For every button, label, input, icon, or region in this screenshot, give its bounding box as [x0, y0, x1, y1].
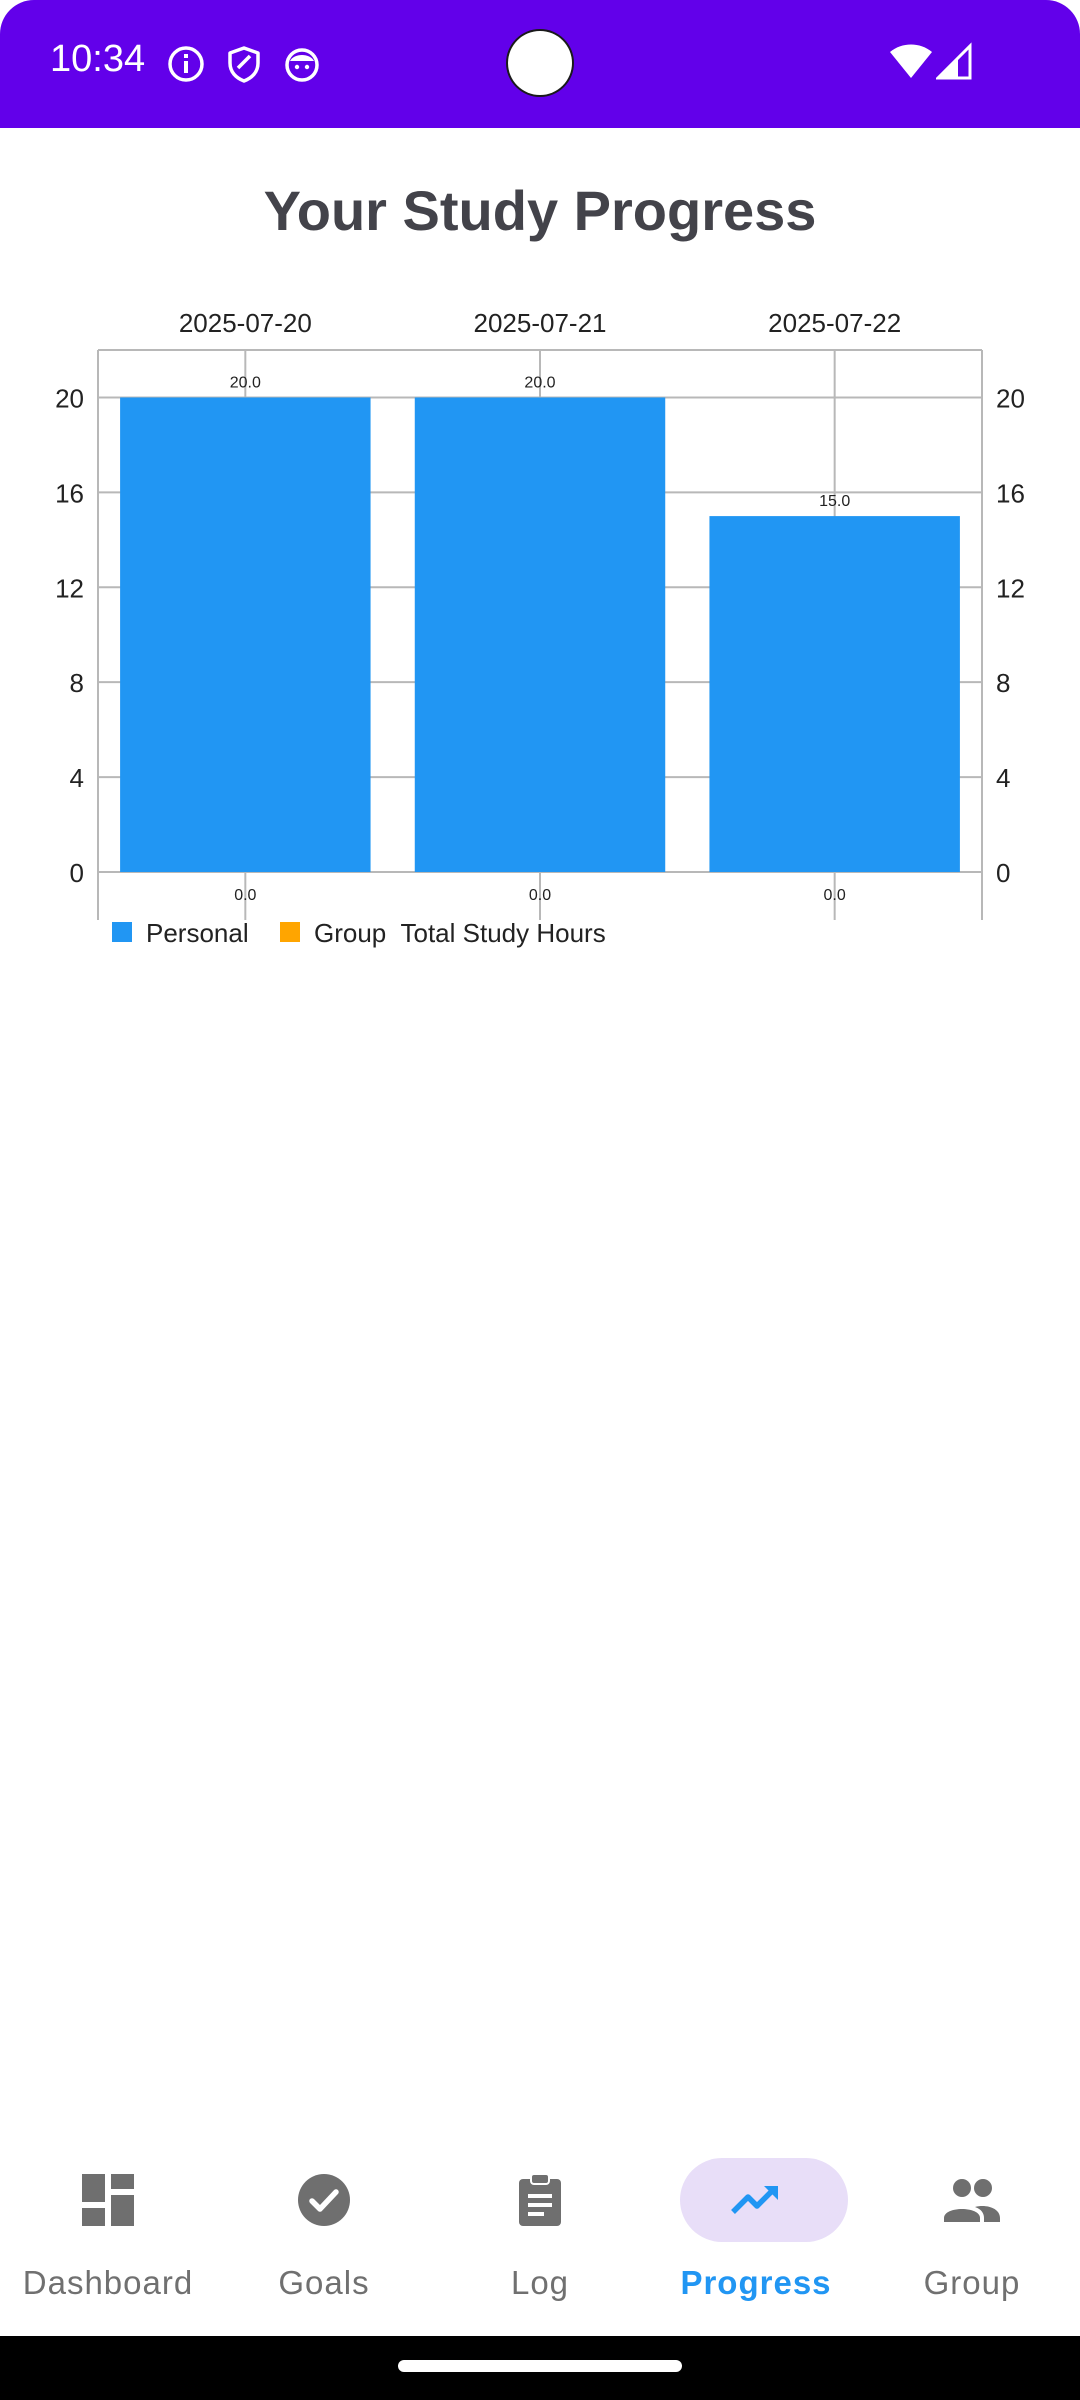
y-tick-label-right: 8 [996, 668, 1010, 698]
camera-cutout [508, 31, 572, 95]
x-tick-label: 2025-07-22 [768, 308, 901, 338]
data-label-bottom: 0.0 [529, 887, 551, 904]
bar-personal-0 [120, 397, 371, 872]
gesture-navigation-area [0, 2336, 1080, 2400]
dashboard-icon [82, 2174, 134, 2226]
bar-personal-1 [414, 397, 666, 872]
x-tick-label: 2025-07-20 [179, 308, 312, 338]
y-tick-label-left: 8 [70, 668, 84, 698]
home-gesture-handle[interactable] [398, 2360, 682, 2372]
legend-swatch-group [280, 922, 300, 942]
clipboard-icon [519, 2174, 561, 2226]
nav-label-goals: Goals [278, 2264, 370, 2301]
nav-item-group[interactable]: Group [864, 2140, 1080, 2336]
y-tick-label-left: 12 [55, 573, 84, 603]
face-icon [285, 48, 319, 82]
legend-swatch-personal [112, 922, 132, 942]
legend-label-group: Group [314, 918, 386, 948]
data-label-top: 20.0 [524, 374, 555, 391]
nav-label-dashboard: Dashboard [22, 2264, 194, 2301]
x-tick-label: 2025-07-21 [474, 308, 607, 338]
y-tick-label-left: 4 [70, 763, 84, 793]
data-label-top: 15.0 [819, 493, 850, 510]
nav-label-group: Group [923, 2264, 1021, 2301]
trending-up-icon [731, 2186, 778, 2214]
page-title: Your Study Progress [263, 179, 817, 242]
bottom-navigation: Dashboard Goals Log [0, 2140, 1080, 2336]
y-tick-label-left: 20 [55, 383, 84, 413]
y-tick-label-right: 4 [996, 763, 1010, 793]
data-label-bottom: 0.0 [824, 887, 846, 904]
nav-item-goals[interactable]: Goals [216, 2140, 432, 2336]
study-progress-chart[interactable]: 0 0 4 4 8 8 12 12 16 16 20 20 2025-07-20 20.0 0.0 2025-… [0, 280, 1080, 980]
check-circle-icon [298, 2174, 350, 2226]
nav-label-log: Log [510, 2264, 570, 2301]
nav-item-log[interactable]: Log [432, 2140, 648, 2336]
signal-icon [936, 42, 972, 80]
y-tick-label-left: 0 [70, 858, 84, 888]
legend-label-personal: Personal [146, 918, 249, 948]
nav-label-progress: Progress [680, 2264, 832, 2301]
legend-title: Total Study Hours [401, 918, 606, 948]
info-icon [168, 46, 204, 82]
shield-icon [228, 46, 260, 83]
data-label-bottom: 0.0 [234, 887, 256, 904]
bar-personal-2 [709, 516, 960, 872]
y-tick-label-right: 12 [996, 573, 1025, 603]
nav-item-dashboard[interactable]: Dashboard [0, 2140, 216, 2336]
wifi-icon [890, 44, 932, 78]
y-tick-label-left: 16 [55, 478, 84, 508]
y-tick-label-right: 20 [996, 383, 1025, 413]
people-icon [944, 2179, 1000, 2222]
data-label-top: 20.0 [230, 374, 261, 391]
y-tick-label-right: 16 [996, 478, 1025, 508]
status-time: 10:34 [50, 38, 146, 80]
status-bar: 10:34 [0, 0, 1080, 128]
y-tick-label-right: 0 [996, 858, 1010, 888]
nav-item-progress[interactable]: Progress [648, 2140, 864, 2336]
